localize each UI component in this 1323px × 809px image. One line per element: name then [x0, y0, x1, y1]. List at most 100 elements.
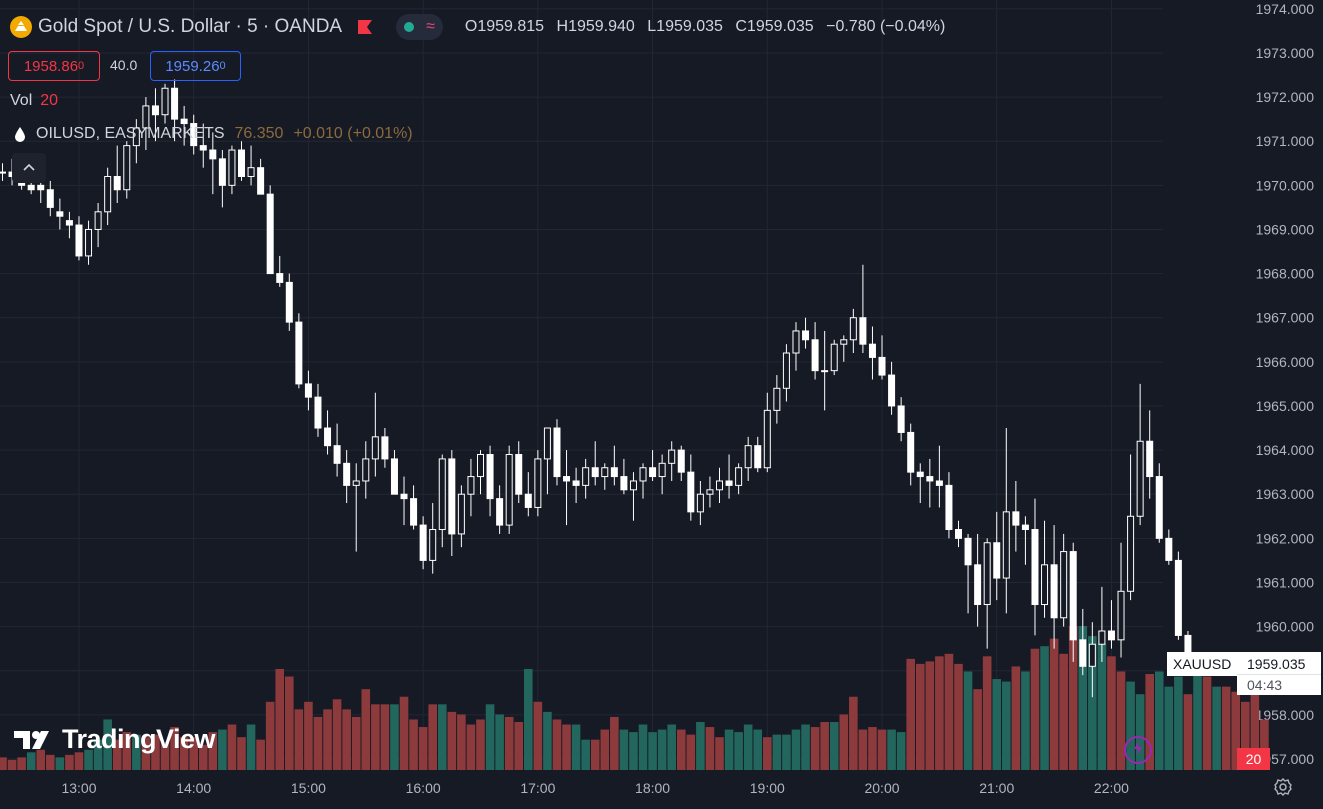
candle-body — [725, 480, 733, 486]
flag-icon[interactable] — [356, 18, 374, 36]
candle-body — [639, 467, 647, 482]
volume-bar — [495, 714, 504, 770]
volume-bar — [705, 727, 715, 770]
volume-bar — [0, 757, 7, 770]
candle-body — [1012, 511, 1020, 526]
x-tick-label: 14:00 — [176, 780, 211, 796]
candle-body — [888, 374, 896, 407]
volume-bar — [581, 739, 590, 770]
candle-body — [878, 356, 886, 376]
candle-body — [199, 145, 207, 151]
compare-change: +0.010 (+0.01%) — [293, 125, 413, 142]
symbol-legend: Gold Spot / U.S. Dollar · 5 · OANDA ≈ O1… — [10, 14, 945, 40]
volume-bar — [982, 656, 992, 770]
candle-body — [85, 228, 93, 257]
candle-body — [524, 493, 532, 508]
candle-body — [1117, 590, 1125, 641]
candle-body — [744, 445, 752, 469]
candle-body — [955, 529, 962, 539]
volume-bar — [963, 671, 973, 770]
y-tick-label: 1969.000 — [1256, 221, 1315, 237]
candle-body — [802, 330, 810, 341]
candle-body — [1069, 551, 1077, 641]
volume-bar — [504, 716, 514, 770]
volume-bar — [74, 752, 84, 770]
data-delay-icon: ≈ — [426, 18, 435, 35]
candle-body — [324, 427, 332, 447]
volume-bar — [409, 719, 418, 770]
candle-body — [410, 498, 418, 526]
status-pill[interactable]: ≈ — [396, 14, 443, 40]
candle-body — [1002, 511, 1010, 579]
candle-body — [591, 467, 599, 478]
volume-bar — [1078, 626, 1088, 770]
compare-legend[interactable]: OILUSD, EASYMARKETS 76.350 +0.010 (+0.01… — [14, 125, 413, 143]
volume-bar — [437, 704, 447, 770]
open-value: 1959.815 — [477, 18, 545, 35]
volume-bar — [667, 724, 676, 770]
volume-bar — [1059, 653, 1068, 770]
x-tick-label: 20:00 — [864, 780, 899, 796]
quick-trade-button[interactable] — [1124, 736, 1152, 764]
volume-bar — [1002, 681, 1011, 770]
buy-button[interactable]: 1959.26 0 — [150, 51, 241, 81]
candle-body — [1107, 630, 1115, 641]
collapse-legend-button[interactable] — [12, 153, 46, 183]
volume-bar — [1021, 671, 1030, 770]
candle-body — [448, 458, 456, 535]
volume-bar — [1049, 638, 1059, 770]
volume-bar — [36, 749, 46, 770]
tradingview-logo[interactable]: TradingView — [12, 724, 216, 755]
candle-body — [735, 467, 743, 486]
candle-body — [859, 317, 867, 345]
candle-body — [171, 87, 179, 120]
volume-value: 20 — [40, 92, 59, 109]
candle-body — [56, 211, 64, 217]
volume-bar — [285, 676, 294, 770]
x-tick-label: 13:00 — [61, 780, 96, 796]
chart-settings-button[interactable] — [1270, 776, 1296, 802]
candle-body — [668, 449, 676, 464]
volume-bar — [657, 729, 667, 770]
volume-bar — [160, 742, 170, 770]
volume-bar — [1116, 671, 1126, 770]
sell-button[interactable]: 1958.86 0 — [8, 51, 100, 81]
candle-body — [314, 396, 322, 429]
candle-body — [945, 484, 953, 531]
volume-bar — [715, 737, 724, 770]
volume-bar — [227, 724, 237, 770]
volume-bar — [629, 732, 638, 770]
candle-body — [362, 458, 370, 482]
volume-bar — [533, 701, 543, 770]
volume-bar — [1040, 646, 1049, 770]
candle-body — [1021, 524, 1029, 531]
volume-bar — [610, 716, 619, 770]
candle-body — [534, 458, 542, 508]
volume-bar — [1088, 636, 1097, 770]
volume-bar — [925, 661, 935, 770]
volume-bar — [915, 663, 925, 770]
symbol-title[interactable]: Gold Spot / U.S. Dollar · 5 · OANDA — [38, 16, 343, 37]
candle-body — [677, 449, 685, 473]
y-tick-label: 1960.000 — [1256, 619, 1315, 635]
volume-bar — [1126, 681, 1135, 770]
candle-body — [763, 409, 771, 469]
candle-body — [620, 476, 628, 491]
volume-bar — [256, 739, 265, 770]
tradingview-logo-text: TradingView — [62, 724, 216, 754]
volume-legend[interactable]: Vol 20 — [10, 92, 58, 110]
volume-bar — [782, 734, 791, 770]
high-value: 1959.940 — [568, 18, 635, 35]
volume-label: Vol — [10, 92, 33, 109]
candle-body — [94, 211, 102, 230]
volume-bar — [1154, 671, 1164, 770]
volume-bar — [743, 724, 753, 770]
close-value: 1959.035 — [746, 18, 814, 35]
volume-bar — [514, 722, 524, 770]
candle-body — [371, 436, 379, 460]
candle-body — [161, 87, 169, 116]
volume-bar — [868, 727, 877, 770]
y-tick-label: 1966.000 — [1256, 354, 1315, 370]
volume-bar — [179, 737, 189, 770]
